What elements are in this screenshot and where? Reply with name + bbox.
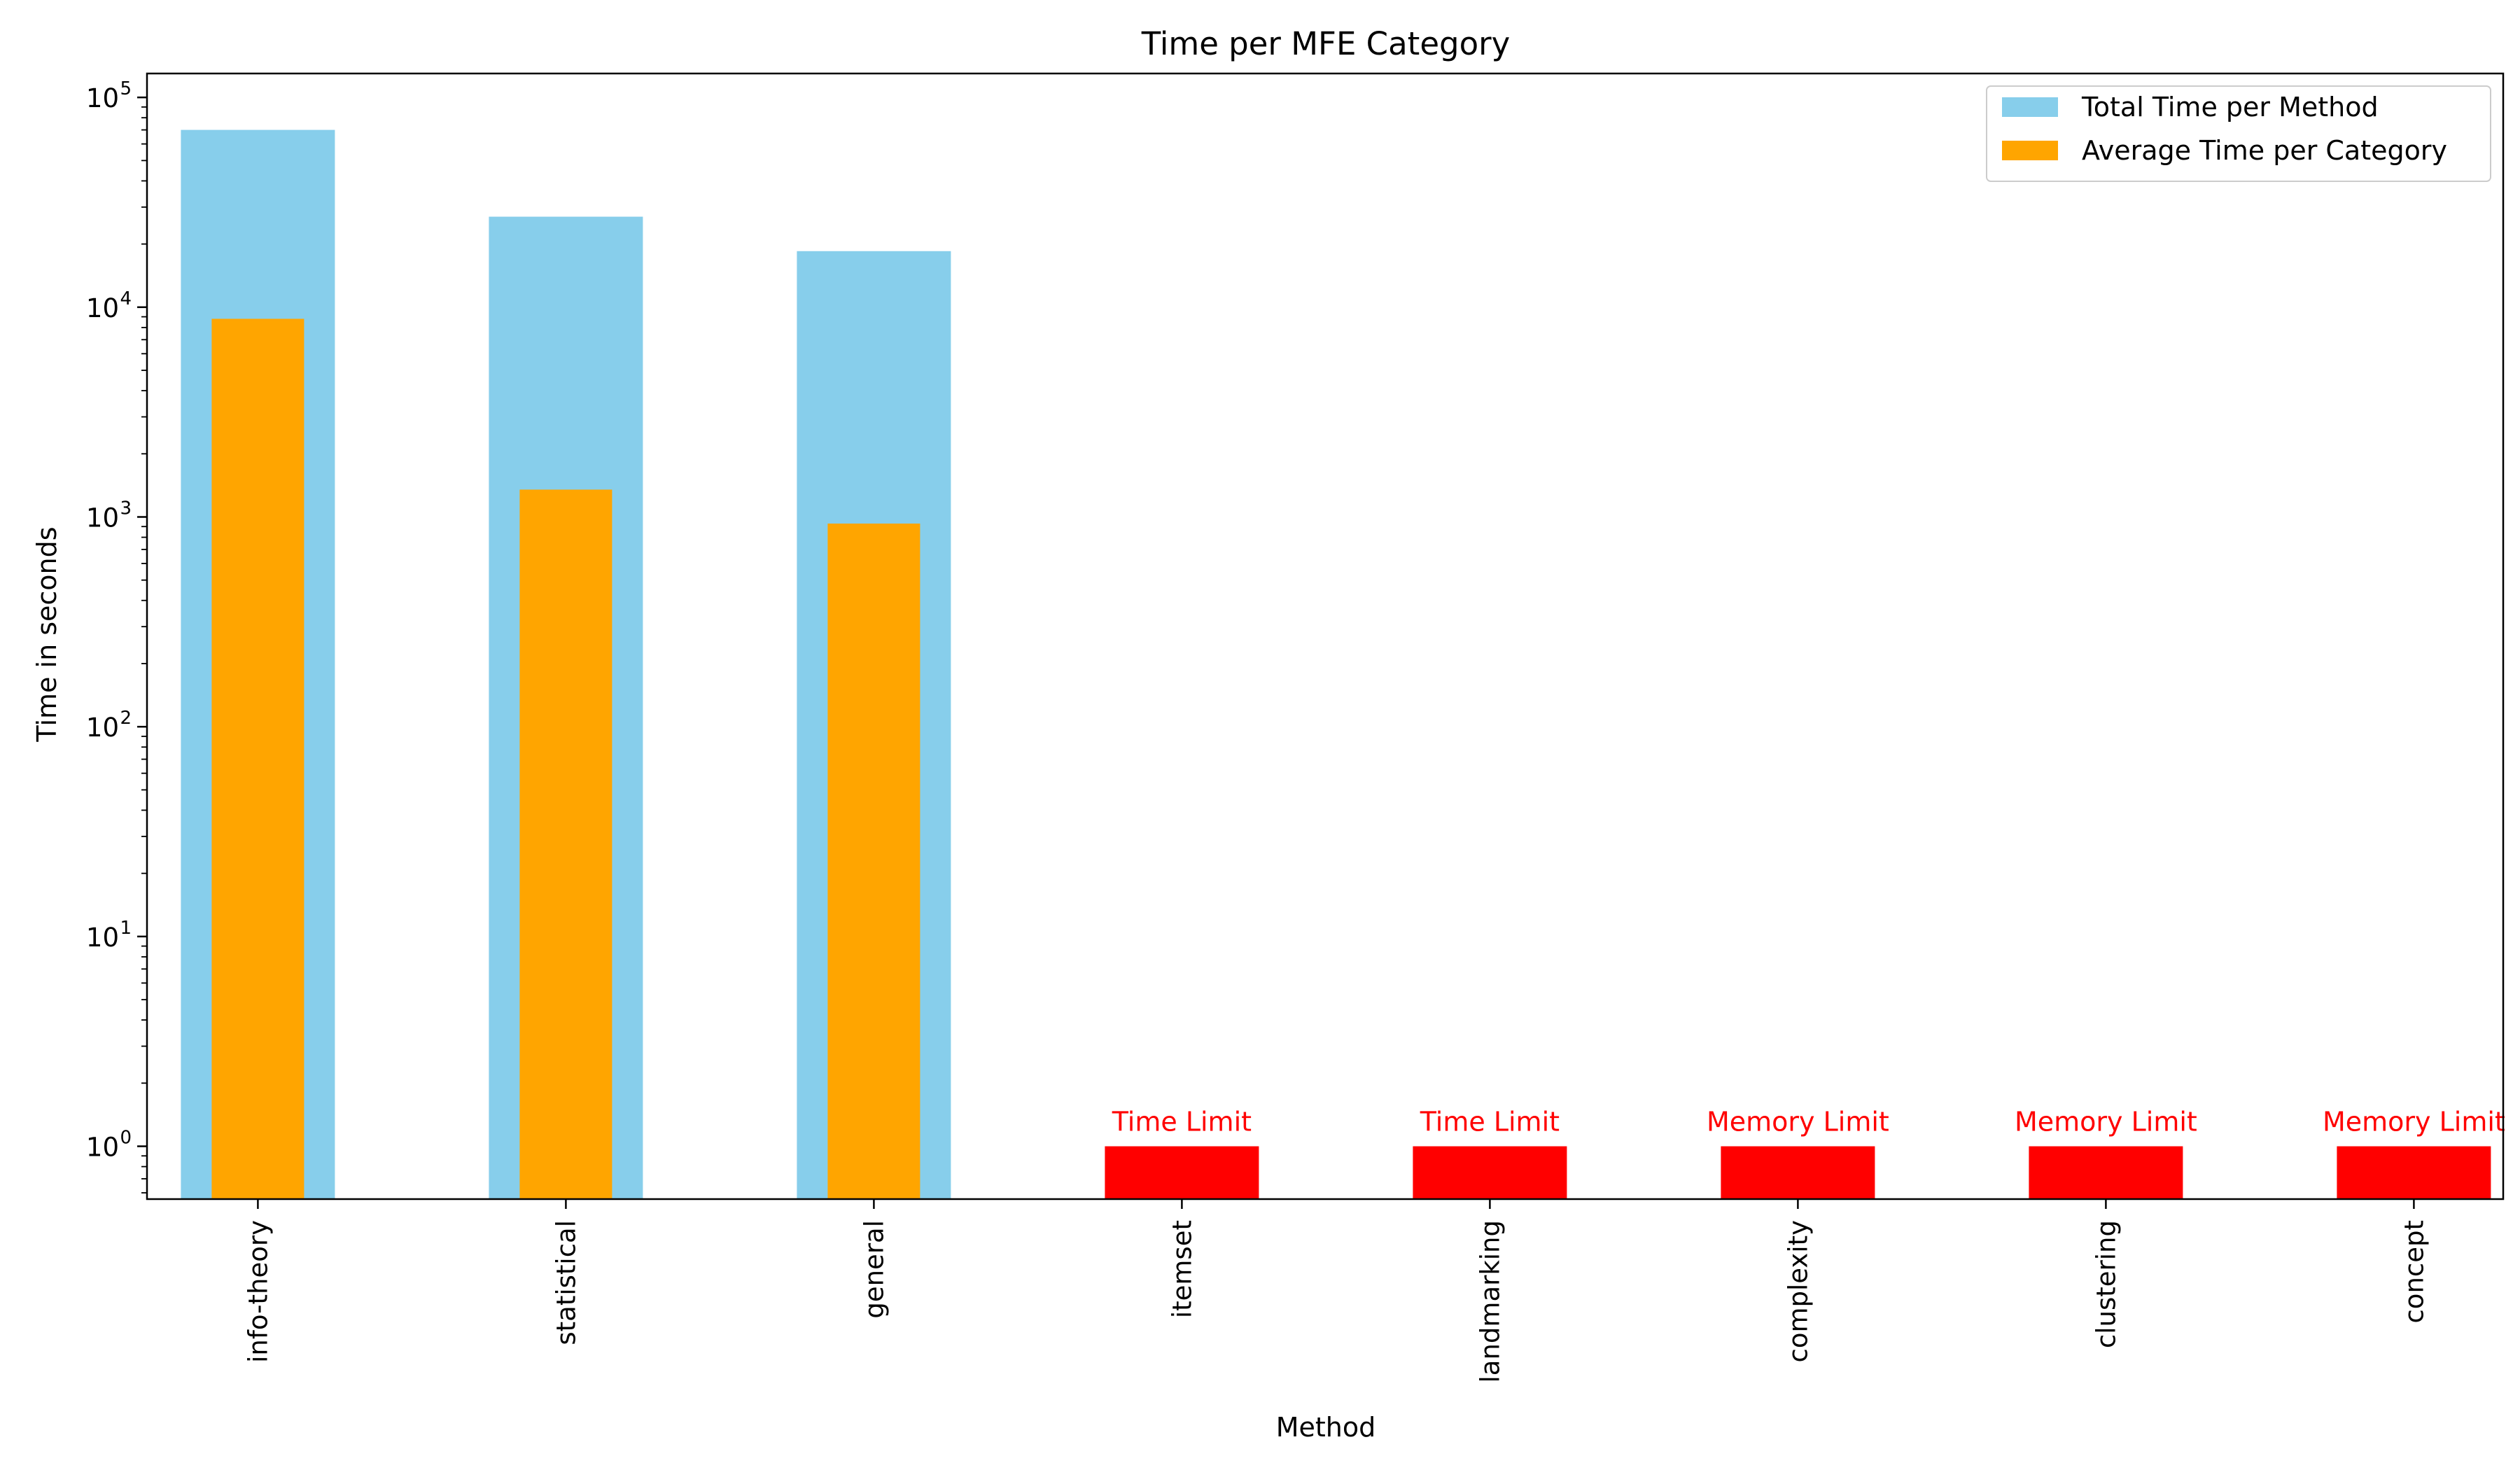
x-tick-label-complexity: complexity: [1783, 1220, 1813, 1362]
y-tick-label: 102: [86, 708, 132, 743]
limit-label-clustering: Memory Limit: [2015, 1107, 2197, 1138]
y-axis-label: Time in seconds: [31, 526, 62, 742]
bar-average-general: [827, 523, 920, 1199]
x-axis-label: Method: [1276, 1412, 1376, 1443]
x-tick-label-itemset: itemset: [1167, 1220, 1197, 1318]
limit-bar-itemset: [1105, 1146, 1259, 1199]
y-tick-label: 103: [86, 498, 132, 533]
x-tick-label-statistical: statistical: [551, 1220, 581, 1345]
x-tick-label-concept: concept: [2399, 1220, 2429, 1324]
legend-swatch-1: [2002, 141, 2058, 160]
legend-swatch-0: [2002, 97, 2058, 117]
limit-bar-clustering: [2029, 1146, 2183, 1199]
y-tick-label: 104: [86, 288, 132, 323]
x-tick-label-landmarking: landmarking: [1475, 1220, 1505, 1382]
x-tick-label-info-theory: info-theory: [243, 1220, 273, 1363]
limit-bar-landmarking: [1413, 1146, 1567, 1199]
legend: Total Time per Method Average Time per Ca…: [1986, 85, 2491, 182]
chart-title: Time per MFE Category: [1141, 25, 1511, 62]
bar-average-statistical: [519, 489, 612, 1199]
y-tick-label: 100: [86, 1128, 132, 1163]
limit-bar-concept: [2337, 1146, 2491, 1199]
x-tick-label-general: general: [859, 1220, 889, 1319]
y-tick-label: 101: [86, 918, 132, 953]
y-tick-label: 105: [86, 78, 132, 113]
bar-average-info-theory: [211, 318, 304, 1199]
plot-frame: [146, 72, 2505, 1200]
y-axis: 100 101 102 103 104 105: [86, 78, 147, 1194]
legend-label-1: Average Time per Category: [2082, 135, 2447, 166]
legend-label-0: Total Time per Method: [2081, 92, 2379, 122]
limit-bar-complexity: [1721, 1146, 1875, 1199]
legend-box: [1986, 85, 2491, 182]
limit-label-complexity: Memory Limit: [1707, 1107, 1889, 1138]
bars: Time Limit Time Limit Memory Limit Memory L…: [181, 130, 2505, 1200]
x-axis: info-theory statistical general itemset land…: [243, 1199, 2429, 1382]
limit-label-itemset: Time Limit: [1112, 1107, 1252, 1138]
limit-label-concept: Memory Limit: [2323, 1107, 2505, 1138]
limit-label-landmarking: Time Limit: [1420, 1107, 1560, 1138]
x-tick-label-clustering: clustering: [2091, 1220, 2121, 1348]
